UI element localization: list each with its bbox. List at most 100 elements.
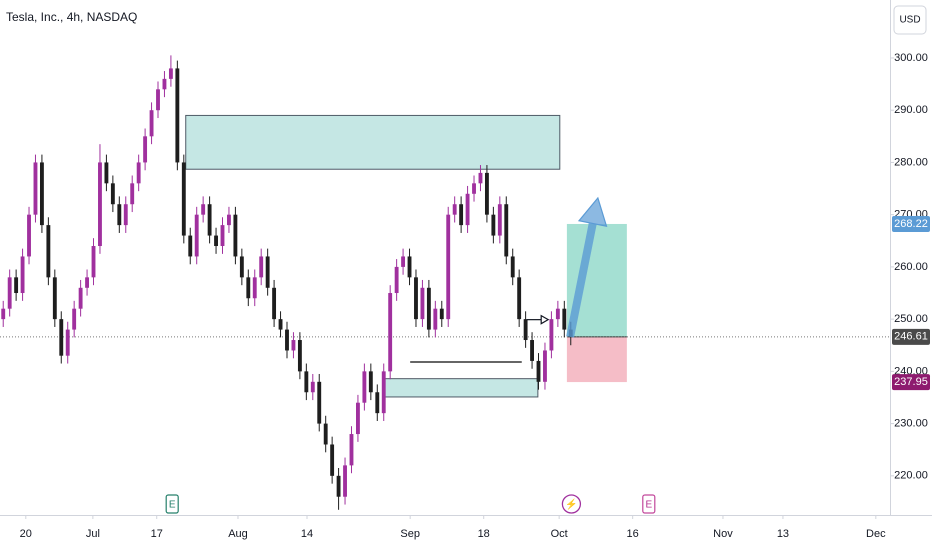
candle-body [220, 225, 225, 247]
candle-body [20, 256, 25, 294]
candle-body [188, 235, 193, 257]
candle-body [85, 277, 89, 288]
candle-body [439, 308, 444, 320]
candle-body [252, 277, 257, 299]
candle-body [136, 162, 141, 184]
candle-body [523, 319, 528, 341]
candle-body [110, 183, 115, 205]
x-tick-label: 16 [627, 528, 639, 540]
candle-body [278, 319, 283, 330]
candle-body [175, 68, 180, 163]
candle-body [207, 204, 212, 236]
candle-body [123, 204, 128, 226]
candle-body [291, 340, 296, 351]
event-icon [561, 494, 582, 514]
price-marker-label: 246.61 [894, 331, 928, 343]
x-tick-label: Oct [551, 528, 568, 540]
candle-body [285, 329, 289, 351]
x-tick-label: Sep [400, 528, 420, 540]
candle-body [472, 183, 476, 194]
candle-body [401, 256, 406, 267]
x-tick-label: Jul [86, 528, 100, 540]
candle-body [491, 214, 496, 236]
price-marker [892, 328, 930, 345]
candle-body [543, 350, 547, 382]
candle-body [530, 340, 534, 361]
y-tick-label: 220.00 [894, 470, 928, 482]
arrow-shaft [566, 222, 597, 338]
candle-body [388, 293, 393, 372]
candle-body [168, 68, 173, 79]
candle-body [14, 277, 19, 294]
arrow-head [577, 196, 608, 227]
candle-body [297, 340, 302, 372]
y-tick-label: 260.00 [894, 261, 928, 273]
currency[interactable]: USD [899, 15, 920, 26]
candle-body [272, 287, 277, 320]
candle-body [304, 371, 309, 393]
candle-body [117, 204, 122, 226]
y-tick-label: 250.00 [894, 313, 928, 325]
candle-body [310, 381, 315, 393]
x-tick-label: 20 [20, 528, 32, 540]
event-label: ⚡ [565, 498, 577, 511]
candle-body [317, 381, 322, 424]
candle-body [452, 204, 457, 215]
event-icon [642, 494, 656, 514]
event-label: E [645, 500, 652, 511]
candle-body [78, 287, 83, 309]
candle-body [259, 256, 264, 278]
candle-body [98, 162, 102, 247]
candle-body [239, 256, 244, 278]
candle-body [349, 434, 354, 466]
candle-body [465, 193, 470, 226]
y-tick-label: 300.00 [894, 52, 928, 64]
candle-body [407, 256, 412, 278]
price-marker [892, 374, 930, 391]
candle-body [233, 214, 238, 257]
candle-body [1, 308, 6, 320]
currency-button[interactable] [893, 5, 927, 35]
price-marker [892, 215, 930, 232]
y-tick-label: 290.00 [894, 104, 928, 116]
candle-body [484, 172, 489, 215]
candle-body [336, 475, 341, 497]
candle-body [59, 319, 64, 356]
candle-body [549, 319, 554, 351]
candle-body [181, 162, 186, 236]
candle-body [194, 214, 199, 257]
y-tick-label: 230.00 [894, 418, 928, 430]
candle-body [143, 136, 148, 163]
candle-body [72, 308, 77, 330]
x-tick-label: Aug [228, 528, 248, 540]
candle-body [214, 235, 218, 247]
candle-body [246, 277, 251, 299]
candle-body [555, 308, 560, 320]
candle-body [130, 183, 135, 205]
candle-body [46, 225, 51, 278]
candle-body [39, 162, 44, 226]
candle-body [201, 204, 206, 215]
price-marker-label: 237.95 [894, 376, 928, 388]
zone [382, 378, 539, 398]
candle-body [497, 204, 502, 236]
candle-body [149, 110, 154, 137]
x-tick-label: 17 [151, 528, 163, 540]
event-icon [165, 494, 179, 514]
candle-body [265, 256, 270, 288]
x-tick-label: 18 [478, 528, 490, 540]
candle-body [343, 465, 347, 497]
candle-body [381, 371, 386, 414]
candle-body [91, 246, 96, 278]
candle-body [227, 214, 231, 226]
zone [185, 114, 561, 170]
candle-body [162, 78, 167, 90]
candle-body [356, 402, 360, 435]
candle-body [426, 287, 431, 330]
candle-body [52, 277, 57, 320]
candle-body [330, 444, 335, 476]
candle-body [510, 256, 515, 278]
loss-zone [566, 336, 627, 383]
candle-body [517, 277, 522, 320]
